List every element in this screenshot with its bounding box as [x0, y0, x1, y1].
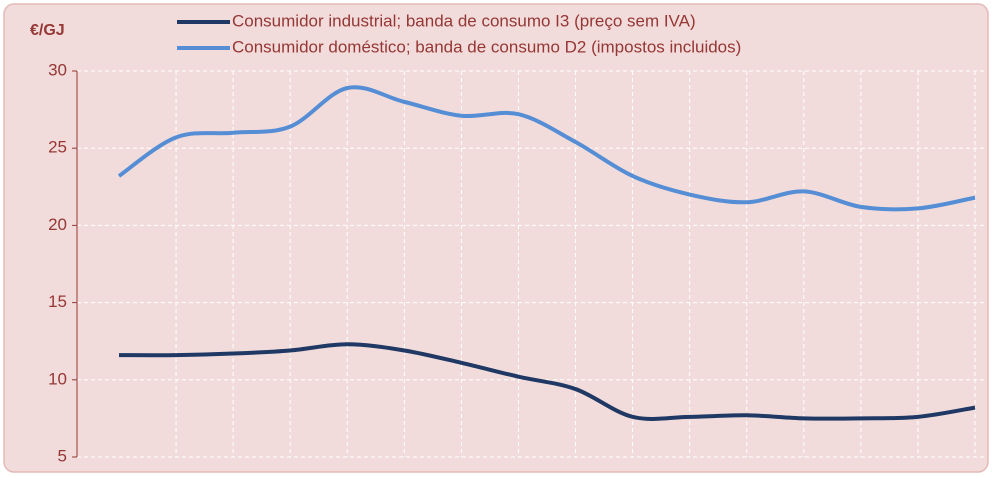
y-tick-label: 15: [48, 292, 67, 311]
y-axis-label: €/GJ: [30, 22, 65, 39]
y-tick-label: 10: [48, 369, 67, 388]
legend-label: Consumidor industrial; banda de consumo …: [232, 11, 696, 30]
y-tick-label: 25: [48, 138, 67, 157]
chart-background: [3, 3, 989, 473]
y-tick-label: 20: [48, 215, 67, 234]
line-series: [117, 85, 976, 212]
legend-label: Consumidor doméstico; banda de consumo D…: [232, 37, 741, 56]
line-series: [118, 342, 976, 421]
y-tick-label: 5: [58, 446, 67, 465]
y-tick-label: 30: [48, 60, 67, 79]
